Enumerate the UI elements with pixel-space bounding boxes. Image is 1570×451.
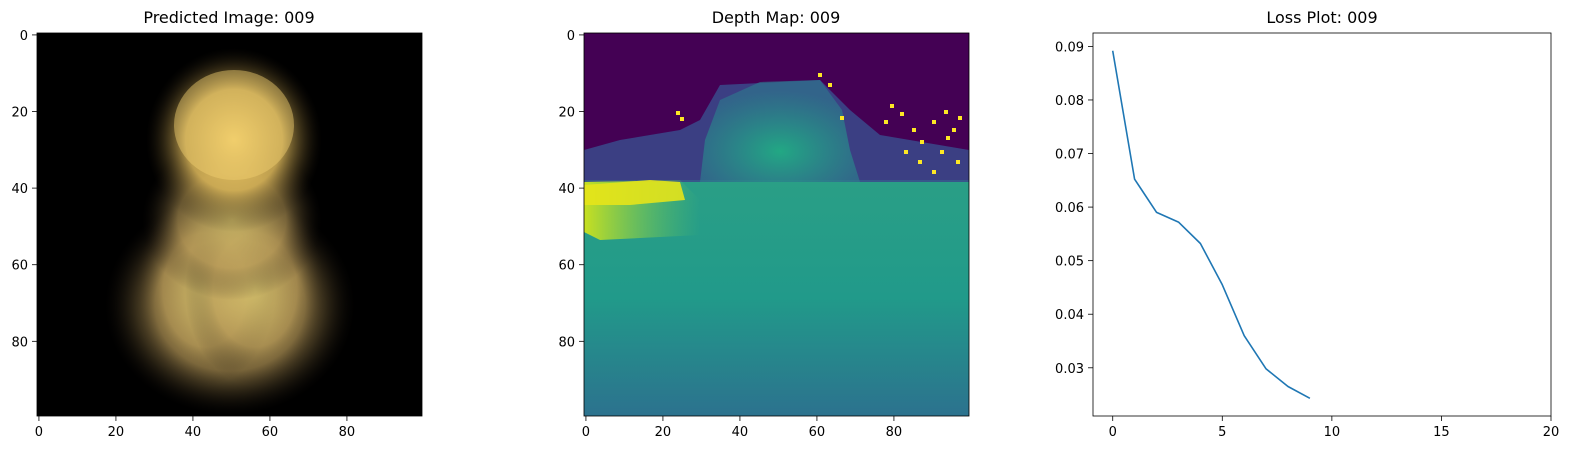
- predicted-image-ytick-label: 80: [11, 335, 28, 350]
- loss-ytick-label: 0.07: [1055, 148, 1084, 163]
- predicted-image-ytick-label: 20: [11, 106, 28, 121]
- panel-depth-map: Depth Map: 009 0 20 40 60 80 0 20 40 60 80: [558, 8, 970, 440]
- predicted-image-axes: 0 20 40 60 80 0 20 40 60 80: [11, 29, 355, 440]
- predicted-image: [37, 33, 422, 416]
- predicted-image-xtick-label: 20: [108, 425, 125, 440]
- depth-map-xtick-label: 80: [886, 425, 903, 440]
- depth-map-xtick-label: 60: [809, 425, 826, 440]
- depth-map-ytick-label: 40: [558, 182, 575, 197]
- panel-predicted-image: Predicted Image: 009 0 20 40 60 80 0 20 40 60 80: [11, 8, 423, 440]
- predicted-image-xtick-label: 80: [339, 425, 356, 440]
- loss-xtick-label: 20: [1543, 425, 1560, 440]
- loss-ytick-label: 0.09: [1055, 40, 1084, 55]
- loss-xtick-label: 15: [1433, 425, 1450, 440]
- loss-ytick-label: 0.04: [1055, 308, 1084, 323]
- predicted-image-ytick-label: 0: [20, 29, 28, 44]
- predicted-image-xtick-label: 0: [35, 425, 43, 440]
- predicted-image-xtick-label: 40: [185, 425, 202, 440]
- depth-map-ytick-label: 20: [558, 106, 575, 121]
- depth-map-xtick-label: 20: [655, 425, 672, 440]
- depth-map-axes: 0 20 40 60 80 0 20 40 60 80: [558, 29, 902, 440]
- loss-plot-marks: 0 5 10 15 20 0.03 0.04 0.05 0.06 0.07 0.08 0.09: [1055, 40, 1559, 440]
- predicted-image-ytick-label: 40: [11, 182, 28, 197]
- loss-ytick-label: 0.08: [1055, 94, 1084, 109]
- panel-2-title: Depth Map: 009: [712, 8, 841, 27]
- loss-ytick-label: 0.03: [1055, 362, 1084, 377]
- depth-map-image: [584, 33, 969, 416]
- depth-map-ytick-label: 60: [558, 259, 575, 274]
- loss-xtick-label: 0: [1109, 425, 1117, 440]
- depth-map-ytick-label: 0: [567, 29, 575, 44]
- panel-loss-plot: Loss Plot: 009 0 5 10 15 200.030.040.050.060…: [1055, 8, 1559, 440]
- loss-plot-area: [1092, 32, 1552, 417]
- predicted-image-xtick-label: 60: [262, 425, 279, 440]
- depth-map-ytick-label: 80: [558, 335, 575, 350]
- loss-ytick-label: 0.06: [1055, 201, 1084, 216]
- panel-1-title: Predicted Image: 009: [143, 8, 314, 27]
- predicted-image-ytick-label: 60: [11, 259, 28, 274]
- loss-series-line: [1111, 50, 1311, 400]
- depth-map-xtick-label: 40: [732, 425, 749, 440]
- loss-ytick-label: 0.05: [1055, 255, 1084, 270]
- loss-xtick-label: 5: [1218, 425, 1226, 440]
- loss-xtick-label: 10: [1324, 425, 1341, 440]
- panel-3-title: Loss Plot: 009: [1266, 8, 1377, 27]
- depth-map-xtick-label: 0: [582, 425, 590, 440]
